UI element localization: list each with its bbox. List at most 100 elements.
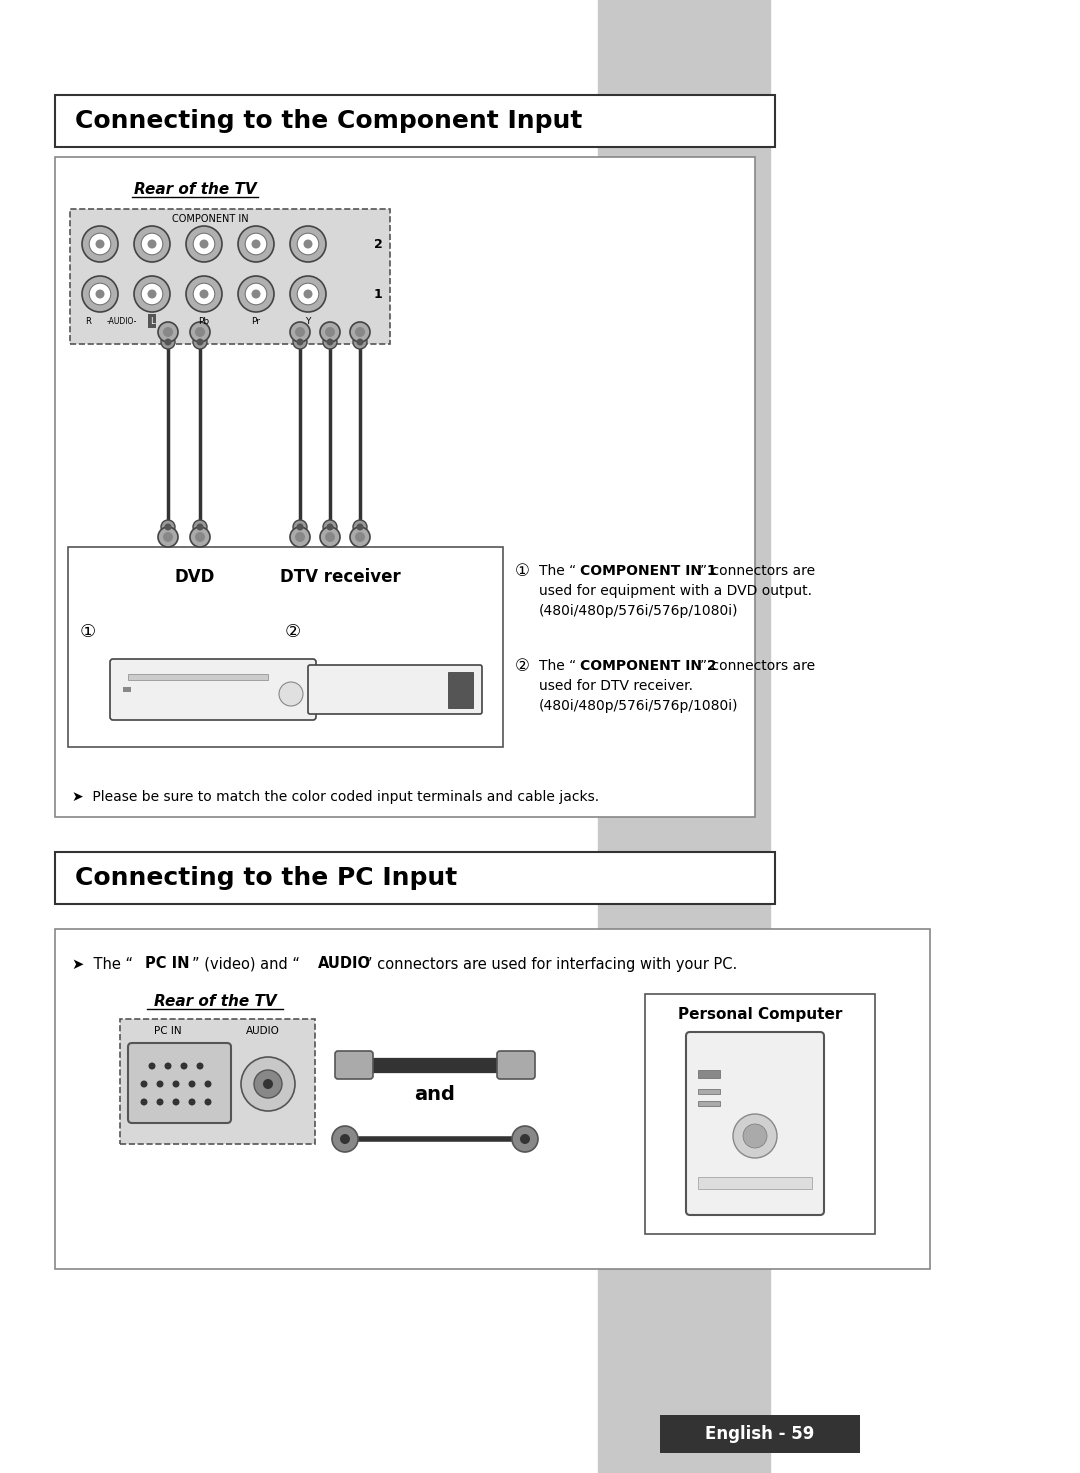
FancyBboxPatch shape [497,1052,535,1080]
Text: and: and [415,1084,456,1103]
Circle shape [325,532,335,542]
Circle shape [743,1124,767,1147]
Circle shape [355,327,365,337]
Bar [68,546,503,747]
Circle shape [161,334,175,349]
Circle shape [186,225,222,262]
Circle shape [332,1125,357,1152]
Circle shape [189,1081,195,1087]
FancyBboxPatch shape [335,1052,373,1080]
Bar [70,209,390,345]
Circle shape [140,1099,148,1106]
Text: AUDIO: AUDIO [318,956,372,972]
Circle shape [95,240,105,249]
Circle shape [326,339,334,346]
Circle shape [303,290,312,299]
Text: ①: ① [80,623,96,641]
Circle shape [293,334,307,349]
Text: (480i/480p/576i/576p/1080i): (480i/480p/576i/576p/1080i) [539,604,739,619]
Circle shape [134,275,170,312]
Circle shape [193,520,207,535]
Bar [55,94,775,147]
Text: DVD: DVD [175,569,215,586]
Text: used for DTV receiver.: used for DTV receiver. [539,679,693,692]
Text: Pb: Pb [199,317,210,326]
Circle shape [157,1099,163,1106]
Circle shape [241,1058,295,1111]
Circle shape [134,225,170,262]
Text: ” (video) and “: ” (video) and “ [192,956,300,972]
Circle shape [157,1081,163,1087]
Circle shape [186,275,222,312]
Circle shape [173,1099,179,1106]
Circle shape [356,339,364,346]
Circle shape [149,1062,156,1069]
Text: used for equipment with a DVD output.: used for equipment with a DVD output. [539,583,812,598]
Bar [698,1069,720,1078]
Bar [55,929,930,1270]
Bar [698,1100,720,1106]
Circle shape [148,240,157,249]
Circle shape [197,339,203,346]
Circle shape [297,233,319,255]
Circle shape [353,520,367,535]
Circle shape [512,1125,538,1152]
Circle shape [148,290,157,299]
Text: The “: The “ [539,564,576,577]
Text: DTV receiver: DTV receiver [280,569,401,586]
Circle shape [200,290,208,299]
FancyBboxPatch shape [129,1043,231,1122]
Circle shape [355,532,365,542]
Circle shape [197,523,203,530]
Circle shape [190,323,210,342]
Bar [698,1177,812,1189]
Circle shape [90,283,111,305]
Circle shape [264,1080,273,1089]
Text: English - 59: English - 59 [705,1424,814,1444]
Circle shape [161,520,175,535]
Circle shape [189,1099,195,1106]
Text: (480i/480p/576i/576p/1080i): (480i/480p/576i/576p/1080i) [539,700,739,713]
Circle shape [279,682,303,706]
Circle shape [95,290,105,299]
Circle shape [163,532,173,542]
Circle shape [158,527,178,546]
FancyBboxPatch shape [110,658,316,720]
Text: ” connectors are used for interfacing with your PC.: ” connectors are used for interfacing wi… [365,956,738,972]
Text: ” connectors are: ” connectors are [700,564,815,577]
Circle shape [158,323,178,342]
Text: The “: The “ [539,658,576,673]
Text: ” connectors are: ” connectors are [700,658,815,673]
Circle shape [340,1134,350,1145]
Text: ➤  The “: ➤ The “ [72,956,133,972]
Circle shape [204,1081,212,1087]
Bar [123,686,131,692]
Circle shape [163,327,173,337]
FancyBboxPatch shape [308,664,482,714]
Text: COMPONENT IN: COMPONENT IN [172,214,248,224]
Bar [129,675,268,681]
Circle shape [195,327,205,337]
Circle shape [323,334,337,349]
Circle shape [164,339,172,346]
Circle shape [195,532,205,542]
Circle shape [200,240,208,249]
Circle shape [193,233,215,255]
Bar [598,0,770,1473]
Bar [660,1416,860,1452]
Circle shape [193,283,215,305]
Circle shape [245,283,267,305]
Circle shape [323,520,337,535]
Bar [645,994,875,1234]
Circle shape [320,323,340,342]
Text: COMPONENT IN 2: COMPONENT IN 2 [580,658,717,673]
Circle shape [353,334,367,349]
Circle shape [164,1062,172,1069]
Circle shape [173,1081,179,1087]
Circle shape [252,240,260,249]
Bar [55,851,775,904]
Circle shape [291,275,326,312]
Text: 2: 2 [374,237,382,250]
Text: R: R [85,317,91,326]
Circle shape [320,527,340,546]
